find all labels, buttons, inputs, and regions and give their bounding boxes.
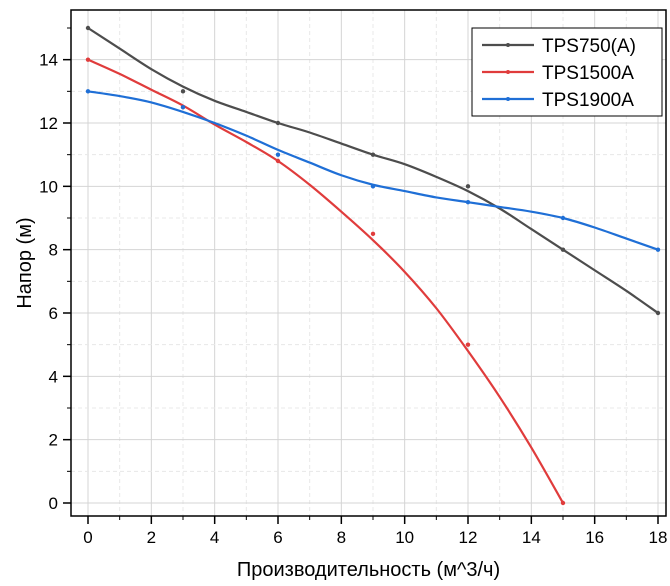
legend-item-tps750-a: TPS750(A)	[482, 36, 636, 57]
x-tick-label: 16	[585, 528, 604, 547]
legend-item-tps1500a: TPS1500A	[482, 63, 634, 84]
x-axis-title: Производительность (м^3/ч)	[237, 559, 500, 581]
series-line	[87, 58, 564, 504]
data-point	[370, 152, 376, 157]
legend-marker	[506, 43, 510, 47]
x-tick-label: 18	[649, 528, 668, 547]
data-point	[370, 184, 376, 189]
grid	[71, 10, 666, 516]
x-tick-label: 12	[459, 528, 478, 547]
x-tick-label: 10	[395, 528, 414, 547]
data-point	[655, 310, 661, 316]
x-tick-label: 4	[210, 528, 219, 547]
x-tick-label: 2	[147, 528, 156, 547]
legend-label: TPS1900A	[542, 90, 634, 111]
axes: 0 2 4 6 8 10 12 14 16 18 0 2 4 6 8 10 12 14	[39, 27, 668, 547]
y-tick-label: 10	[39, 177, 58, 196]
legend-label: TPS750(A)	[542, 36, 636, 57]
y-tick-label: 0	[49, 494, 58, 513]
x-tick-label: 0	[83, 528, 92, 547]
data-point	[85, 25, 91, 31]
y-tick-label: 6	[49, 304, 58, 323]
x-tick-label: 6	[273, 528, 282, 547]
y-tick-label: 4	[49, 367, 58, 386]
data-point	[560, 500, 566, 506]
data-point	[370, 231, 376, 237]
legend-marker	[506, 70, 510, 74]
y-tick-label: 2	[49, 431, 58, 450]
data-point	[275, 120, 281, 126]
data-point	[560, 247, 566, 252]
y-axis-title: Напор (м)	[14, 217, 36, 308]
data-point	[85, 57, 91, 62]
y-tick-label: 8	[49, 241, 58, 260]
x-tick-label: 14	[522, 528, 541, 547]
legend-marker	[506, 97, 510, 101]
data-point	[275, 152, 281, 157]
data-point	[560, 215, 566, 221]
series-tps1900a	[85, 89, 661, 252]
y-tick-label: 14	[39, 51, 58, 70]
legend-item-tps1900a: TPS1900A	[482, 90, 634, 111]
series-tps750-a	[85, 25, 661, 316]
data-point	[465, 199, 471, 205]
legend: TPS750(A) TPS1500A TPS1900A	[471, 27, 663, 117]
data-point	[275, 158, 281, 164]
data-point	[465, 184, 471, 189]
series-layer	[85, 25, 661, 506]
legend-label: TPS1500A	[542, 63, 634, 84]
x-tick-label: 8	[337, 528, 346, 547]
data-point	[655, 247, 661, 252]
data-point	[85, 89, 91, 94]
data-point	[180, 104, 186, 110]
plot-frame	[70, 9, 667, 517]
y-tick-label: 12	[39, 114, 58, 133]
data-point	[465, 342, 471, 347]
data-point	[180, 89, 186, 94]
